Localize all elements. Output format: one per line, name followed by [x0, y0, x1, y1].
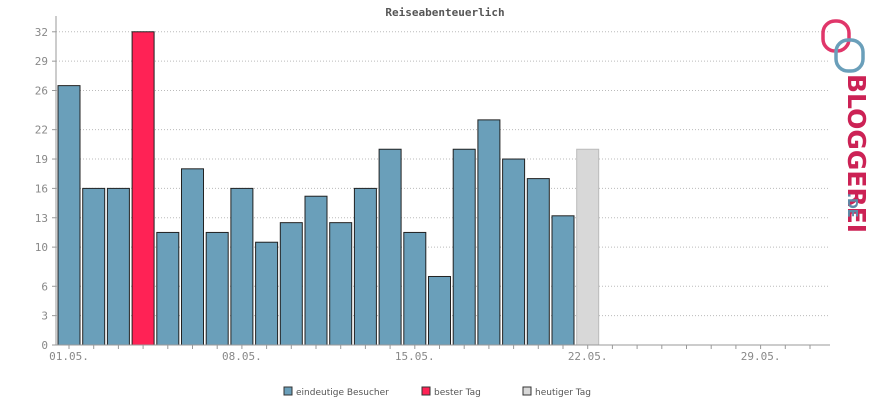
bar-series: [57, 31, 600, 346]
legend-label: bester Tag: [434, 388, 481, 398]
bar-visitors: [181, 168, 204, 346]
legend-swatch: [421, 386, 431, 396]
bar-visitors: [378, 148, 402, 346]
y-tick-label: 3: [41, 310, 48, 323]
y-tick-label: 16: [35, 182, 48, 195]
x-tick-label: 22.05.: [568, 350, 608, 363]
bar-visitors: [526, 178, 550, 346]
bar-today: [576, 148, 600, 346]
bar-visitors: [82, 187, 106, 346]
bar-visitors: [205, 231, 229, 346]
y-tick-label: 22: [35, 124, 48, 137]
bar-visitors: [452, 148, 476, 346]
bar-visitors: [304, 195, 328, 346]
legend-swatch: [522, 386, 532, 396]
bar-visitors: [353, 187, 377, 346]
chart-title: Reiseabenteuerlich: [385, 6, 504, 19]
y-tick-label: 0: [41, 339, 48, 352]
bar-visitors: [156, 231, 180, 346]
bar-visitors: [255, 241, 279, 346]
bar-visitors: [106, 187, 130, 346]
legend-item: bester Tag: [421, 386, 481, 398]
legend-label: eindeutige Besucher: [296, 388, 389, 398]
y-tick-label: 6: [41, 280, 48, 293]
x-tick-label: 15.05.: [395, 350, 435, 363]
y-tick-label: 19: [35, 153, 48, 166]
legend-swatch: [283, 386, 293, 396]
y-tick-label: 29: [35, 55, 48, 68]
logo-word: BLOGGEREI: [842, 74, 870, 233]
bar-visitors: [230, 187, 254, 346]
x-tick-label: 29.05.: [741, 350, 781, 363]
bar-visitors: [428, 275, 451, 346]
y-tick-label: 13: [35, 212, 48, 225]
logo-suffix: .DE: [844, 193, 859, 218]
bar-visitors: [329, 222, 353, 346]
bar-visitors: [477, 119, 501, 346]
x-axis-ticks: 01.05. 08.05. 15.05. 22.05. 29.05.: [49, 345, 811, 363]
legend-item: heutiger Tag: [522, 386, 591, 398]
axes: [55, 16, 830, 346]
y-tick-label: 26: [35, 85, 48, 98]
bloggerei-logo: BLOGGEREI .DE: [821, 19, 870, 233]
bar-visitors: [551, 215, 575, 346]
bar-visitors: [57, 85, 81, 346]
y-tick-label: 32: [35, 26, 48, 39]
bar-visitors: [502, 158, 526, 346]
bar-best-day: [131, 31, 155, 346]
y-axis-ticks: 0 3 6 10 13 16 19 22 26 29 32: [35, 26, 56, 352]
x-tick-label: 01.05.: [49, 350, 89, 363]
y-tick-label: 10: [35, 241, 48, 254]
bar-visitors: [279, 222, 303, 346]
x-tick-label: 08.05.: [222, 350, 262, 363]
legend: eindeutige Besucher bester Tag heutiger Ta…: [283, 386, 591, 398]
legend-item: eindeutige Besucher: [283, 386, 389, 398]
bar-visitors: [403, 231, 427, 346]
logo-mark-icon: [821, 19, 865, 73]
legend-label: heutiger Tag: [535, 388, 591, 398]
